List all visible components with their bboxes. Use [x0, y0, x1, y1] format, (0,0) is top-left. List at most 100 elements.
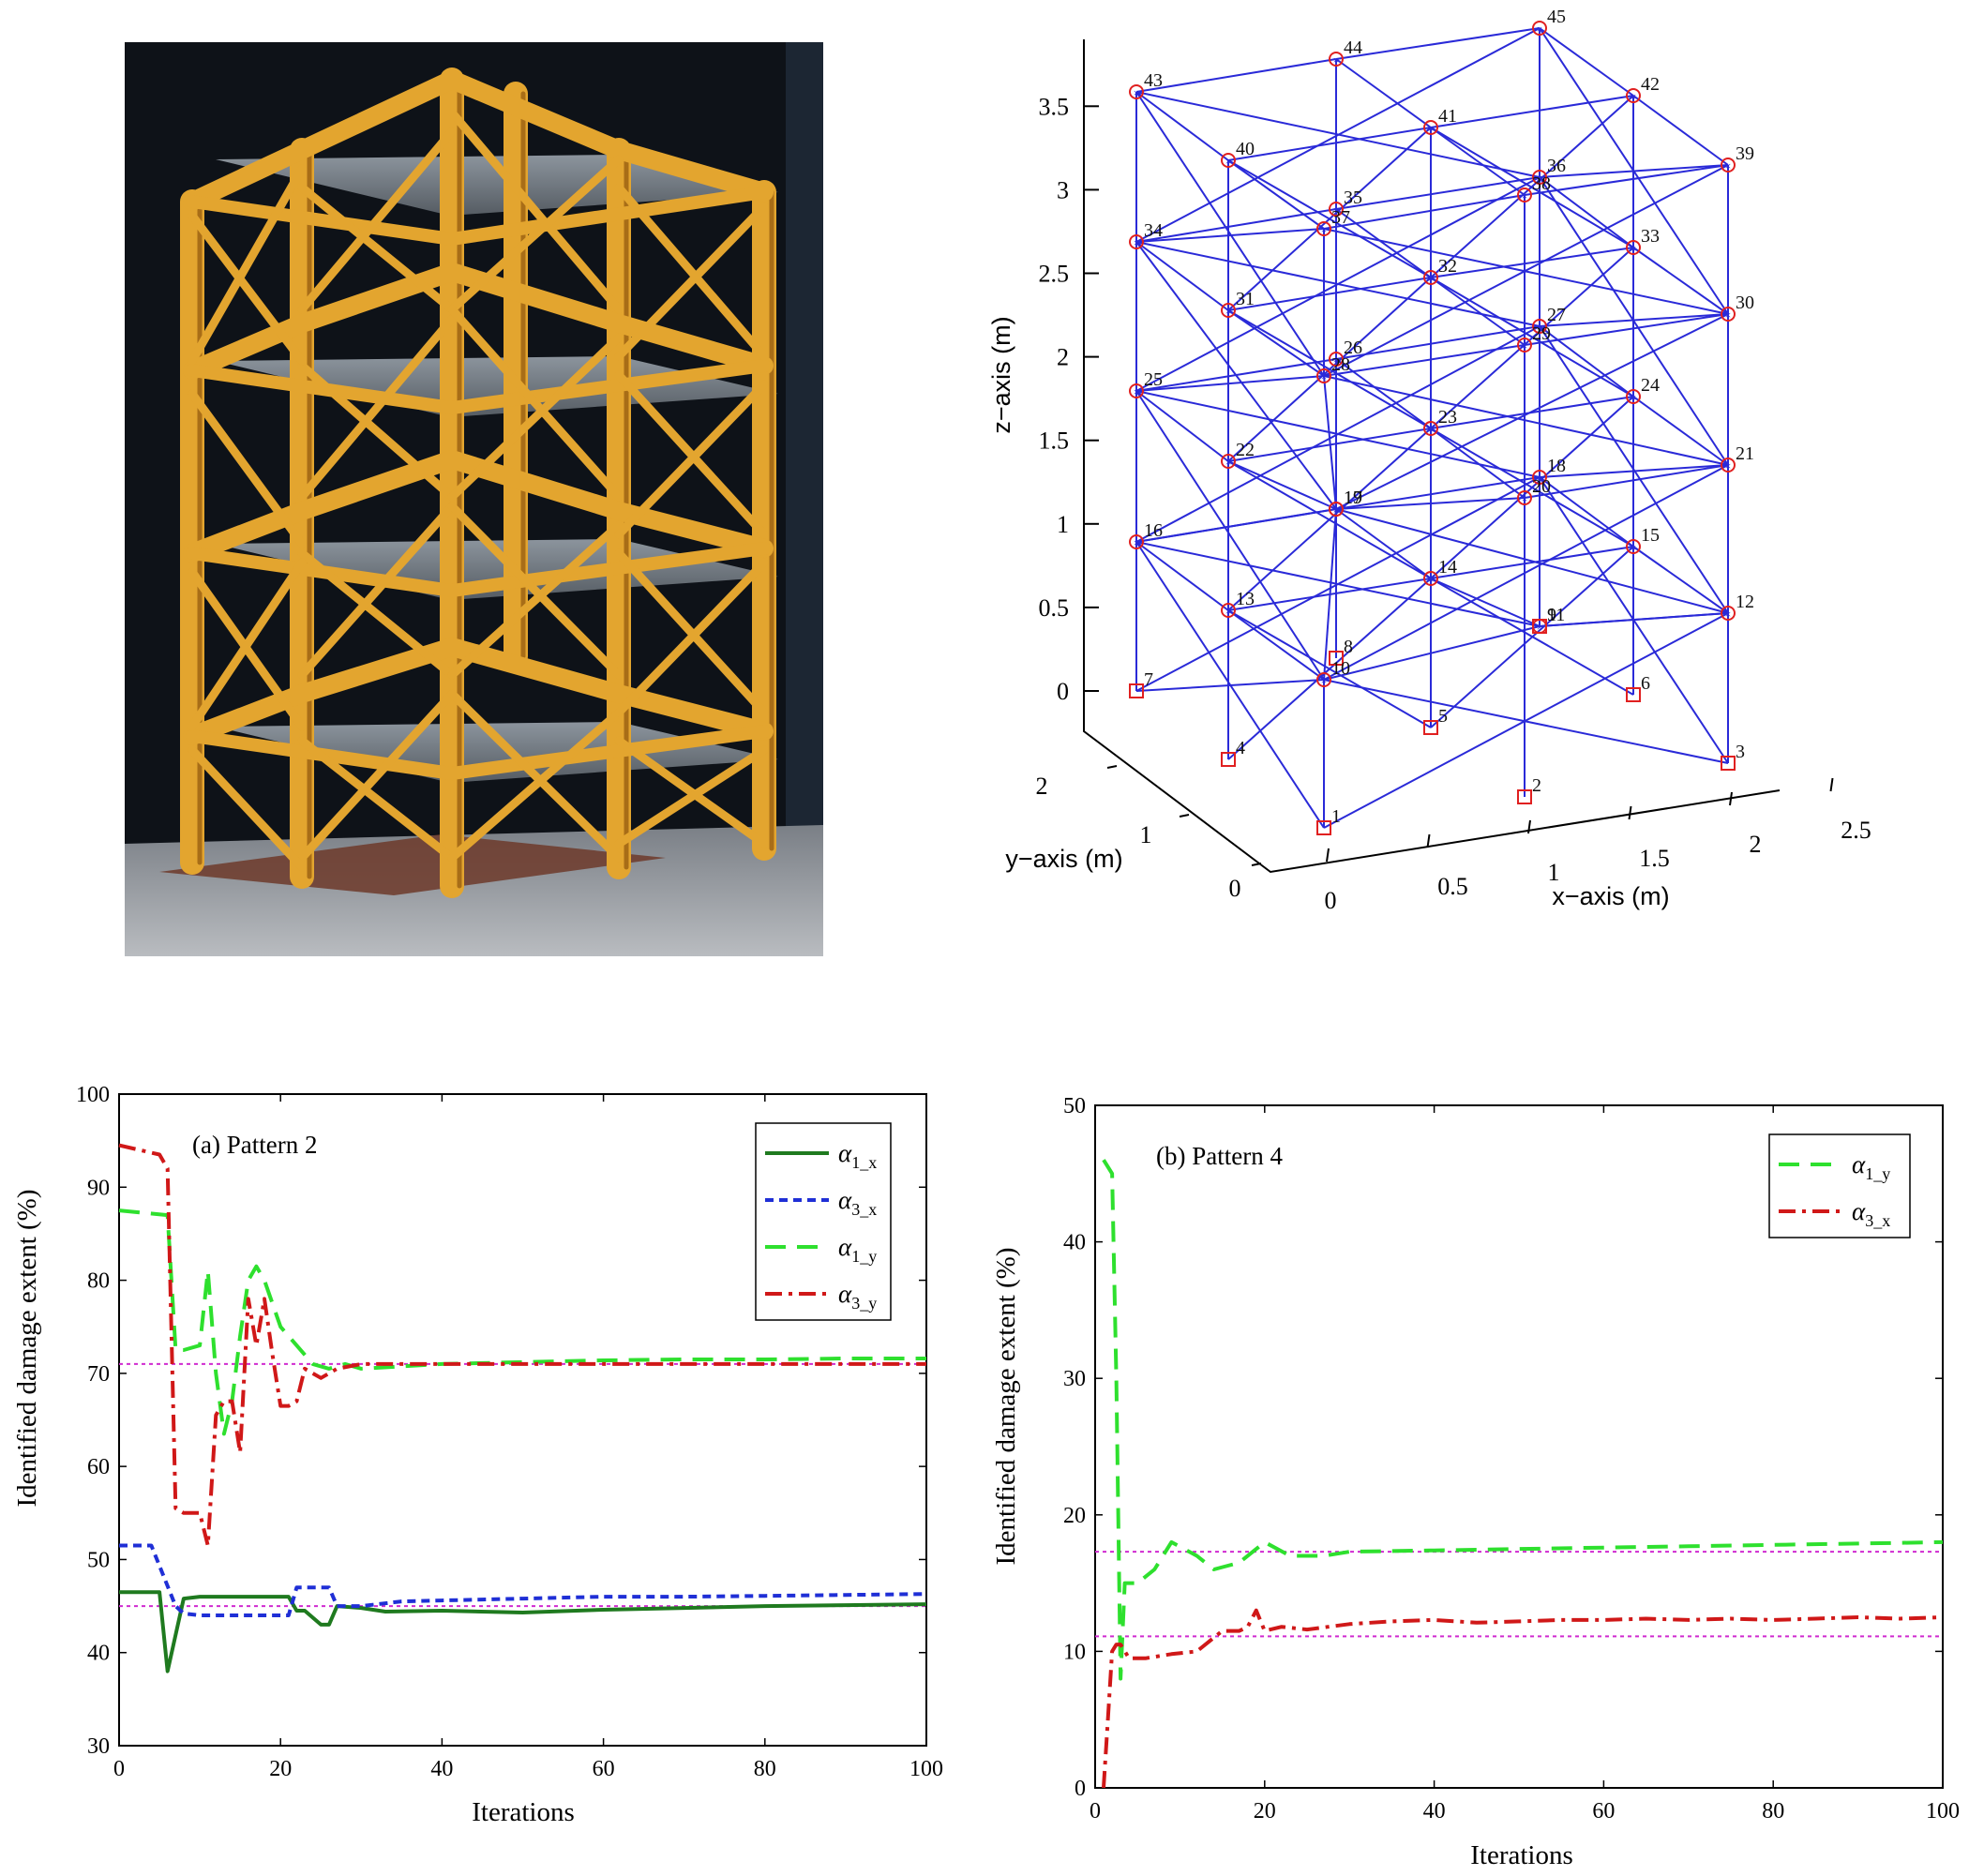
photo-brace: [297, 548, 457, 680]
frame-node: [1626, 539, 1641, 554]
photo-brace: [188, 164, 307, 366]
node-label: 26: [1344, 338, 1362, 358]
node-label: 2: [1532, 775, 1541, 796]
frame-beam: [1430, 95, 1634, 128]
frame-brace: [1323, 464, 1729, 681]
node-marker: ×: [1537, 23, 1543, 36]
node-label: 16: [1144, 520, 1163, 541]
chart-b-title: (b) Pattern 4: [1156, 1142, 1283, 1170]
frame-brace: [1135, 541, 1541, 627]
frame-node: [1423, 270, 1438, 285]
frame-node: [1626, 88, 1641, 103]
plot-frame: [118, 1093, 927, 1747]
y-tick-label: 1: [1140, 821, 1152, 848]
node-marker: ×: [1321, 674, 1328, 687]
chart-a-ylabel: Identified damage extent (%): [12, 1190, 42, 1508]
x-tick-label: 1: [1548, 859, 1560, 886]
chart-pattern-4: 0 20 40 60 80 100 0 10 20 30 40 50 α1_y α3_x (b) Patt…: [991, 1094, 1960, 1870]
y-tick: [1106, 765, 1118, 769]
z-tick-label: 1.5: [1039, 428, 1070, 455]
frame-beam: [1632, 247, 1729, 315]
frame-brace: [1135, 679, 1325, 692]
frame-brace: [1135, 390, 1541, 478]
y-tick-label: 50: [87, 1548, 110, 1572]
frame-beam: [1227, 609, 1325, 681]
photo-brace: [614, 183, 769, 361]
legend-label-3_y: α3_y: [838, 1280, 877, 1313]
node-label: 27: [1547, 305, 1566, 325]
x-tick-label: 2: [1750, 831, 1762, 858]
frame-brace: [1227, 609, 1432, 728]
frame-node: [1532, 170, 1547, 185]
x-tick-label: 2.5: [1841, 817, 1871, 844]
frame-beam: [1632, 95, 1729, 166]
frame-beam: [1323, 344, 1526, 377]
photo-beam: [183, 262, 774, 380]
z-tick-label: 3: [1057, 176, 1069, 203]
z-tick-label: 2.5: [1039, 261, 1070, 288]
photo-brace: [447, 305, 624, 502]
frame-node: [1423, 571, 1438, 586]
frame-beam: [1539, 476, 1634, 548]
node-label: 29: [1532, 323, 1551, 344]
frame-brace: [1539, 325, 1729, 614]
node-label: 9: [1547, 605, 1556, 625]
frame-beam: [1227, 578, 1432, 611]
node-marker: ×: [1428, 272, 1435, 285]
frame-beam: [1430, 277, 1526, 346]
frame-node: [1329, 52, 1344, 67]
node-marker: ×: [1333, 503, 1340, 517]
photo-beam: [186, 542, 771, 598]
photo-floor-slab: [216, 155, 778, 216]
support-node: [1316, 820, 1331, 835]
photo-beam: [186, 359, 771, 415]
photo-brace: [614, 558, 769, 717]
node-label: 35: [1344, 188, 1362, 208]
plot-frame: [1094, 1104, 1944, 1789]
frame-beam: [1539, 27, 1634, 97]
frame-beam: [1430, 578, 1541, 627]
y-tick-label: 0: [1229, 875, 1241, 902]
y-tick-label: 40: [87, 1642, 110, 1666]
x-tick-label: 1.5: [1639, 845, 1670, 872]
y-tick: [1179, 814, 1190, 818]
frame-brace: [1227, 460, 1432, 579]
node-label: 25: [1144, 369, 1163, 390]
frame-beam: [1430, 127, 1526, 196]
frame-brace: [1135, 375, 1325, 392]
node-marker: ×: [1134, 536, 1140, 549]
node-label: 36: [1547, 156, 1566, 176]
photo-brace: [447, 520, 624, 680]
node-label: 33: [1641, 226, 1660, 247]
frame-node: [1532, 319, 1547, 334]
node-label: 30: [1736, 293, 1754, 313]
node-label: 15: [1641, 525, 1660, 546]
support-node: [1721, 756, 1736, 771]
x-tick: [1426, 833, 1431, 848]
photo-beam: [183, 449, 774, 563]
frame-beam: [1227, 159, 1325, 230]
frame-brace: [1430, 127, 1634, 248]
node-marker: ×: [1537, 472, 1543, 485]
frame-node: [1129, 234, 1144, 249]
frame-beam: [1227, 277, 1432, 311]
frame-beam: [1227, 428, 1432, 462]
frame-brace: [1227, 309, 1432, 429]
frame-brace: [1539, 164, 1729, 178]
photo-brace: [447, 502, 624, 680]
frame-beam: [1524, 313, 1729, 346]
node-label: 41: [1438, 106, 1457, 127]
frame-brace: [1430, 578, 1634, 696]
photo-brace: [188, 558, 307, 731]
node-label: 6: [1641, 673, 1650, 694]
z-axis-label: z−axis (m): [987, 316, 1015, 433]
frame-node: [1532, 470, 1547, 485]
frame-node: [1532, 619, 1547, 634]
frame-brace: [1135, 228, 1325, 243]
node-marker: ×: [1537, 321, 1543, 334]
x-tick: [1829, 777, 1834, 792]
legend-box: [755, 1122, 892, 1321]
frame-brace: [1135, 241, 1541, 327]
legend-label-1_y: α1_y: [1852, 1150, 1890, 1183]
